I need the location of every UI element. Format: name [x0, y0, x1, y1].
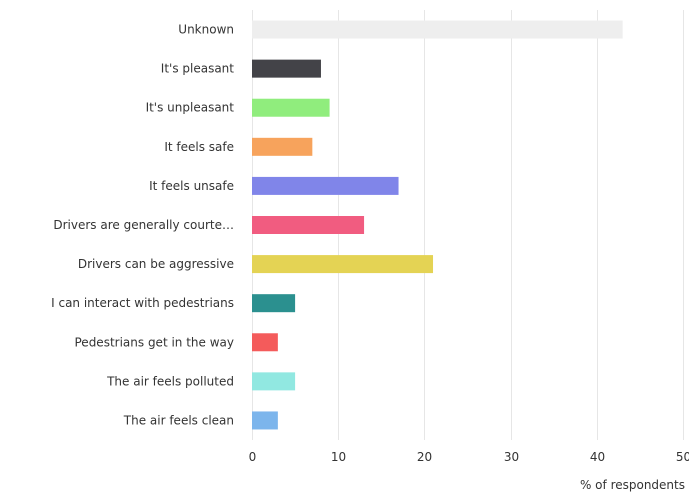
bar[interactable]	[252, 372, 296, 391]
x-tick-label: 40	[590, 450, 605, 464]
x-tick-label: 20	[417, 450, 432, 464]
category-label: It's pleasant	[161, 62, 235, 76]
category-label: The air feels polluted	[106, 374, 234, 388]
category-label: Drivers can be aggressive	[78, 257, 234, 271]
bar[interactable]	[252, 20, 623, 39]
bar[interactable]	[252, 137, 313, 156]
category-label: Drivers are generally courte…	[53, 218, 234, 232]
category-label: Unknown	[178, 23, 234, 37]
x-tick-label: 10	[331, 450, 346, 464]
bar[interactable]	[252, 216, 365, 234]
x-tick-label: 30	[504, 450, 519, 464]
category-label: Pedestrians get in the way	[75, 335, 235, 349]
x-axis-title: % of respondents	[580, 478, 685, 492]
category-label: I can interact with pedestrians	[51, 296, 234, 310]
bar[interactable]	[252, 255, 434, 274]
x-axis-tick-labels: 0 10 20 30 40 50	[249, 450, 689, 464]
bars	[252, 20, 623, 430]
x-tick-label: 0	[249, 450, 257, 464]
bar[interactable]	[252, 98, 330, 117]
bar[interactable]	[252, 333, 278, 352]
category-label: It feels safe	[164, 140, 234, 154]
gridlines	[252, 10, 684, 440]
bar[interactable]	[252, 59, 321, 78]
category-label: It's unpleasant	[146, 101, 235, 115]
category-label: It feels unsafe	[149, 179, 234, 193]
category-labels: Unknown It's pleasant It's unpleasant It fe…	[51, 23, 234, 428]
bar[interactable]	[252, 294, 296, 313]
bar[interactable]	[252, 176, 399, 195]
category-label: The air feels clean	[123, 413, 234, 427]
bar[interactable]	[252, 411, 278, 430]
x-tick-label: 50	[676, 450, 689, 464]
